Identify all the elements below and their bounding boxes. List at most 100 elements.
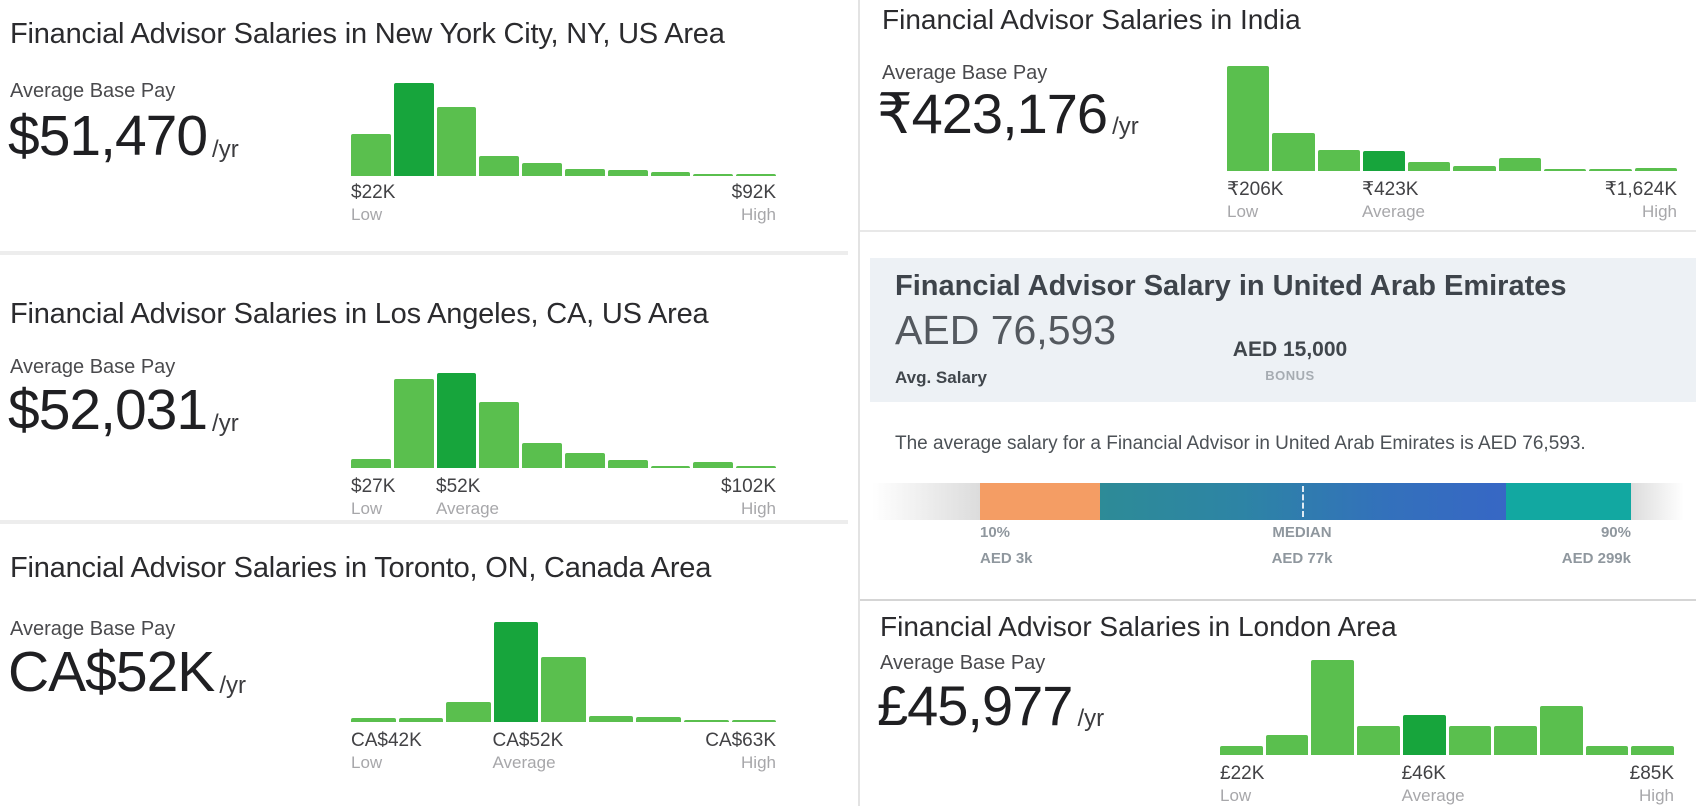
per-year-suffix: /yr [1077, 705, 1105, 732]
percentile-90-label: 90% [1600, 524, 1631, 541]
histogram-bar [1634, 168, 1677, 171]
histogram-bar [436, 107, 477, 176]
histogram-bar [1272, 133, 1315, 171]
average-base-pay-label: Average Base Pay [10, 80, 176, 102]
histogram-bar [731, 720, 777, 722]
histogram-bar [351, 718, 396, 722]
low-tick: $22K Low [351, 182, 396, 224]
histogram-bar [564, 452, 605, 468]
histogram-bar [650, 466, 691, 468]
per-year-suffix: /yr [219, 672, 246, 699]
histogram-bar [564, 168, 605, 176]
avg-salary-amount: AED 76,593 [895, 307, 1117, 353]
page-title: Financial Advisor Salaries in New York C… [10, 18, 725, 50]
average-base-pay-amount: $52,031 /yr [8, 382, 239, 439]
histogram-bar [650, 172, 691, 176]
histogram-bar [607, 460, 648, 468]
percentile-90-value: AED 299k [1561, 550, 1631, 567]
panel-divider [0, 251, 848, 255]
uae-salary-description: The average salary for a Financial Advis… [895, 433, 1586, 454]
histogram-bar [636, 717, 681, 722]
histogram-bar [1220, 745, 1263, 755]
histogram-bar [1408, 161, 1451, 171]
histogram-bar [446, 702, 491, 722]
panel-toronto-salaries: Financial Advisor Salaries in Toronto, O… [0, 524, 848, 806]
median-label: MEDIAN [1272, 524, 1332, 541]
histogram-axis: £22K Low £46K Average £85K High [1220, 763, 1674, 806]
histogram-bar [588, 716, 634, 722]
histogram-bar [1498, 158, 1542, 171]
bonus-block: AED 15,000 BONUS [1200, 338, 1380, 383]
average-base-pay-amount: CA$52K /yr [8, 644, 246, 701]
per-year-suffix: /yr [212, 410, 239, 437]
percentile-segment-75th-90th [1506, 483, 1631, 520]
histogram-bar [398, 718, 444, 722]
low-tick: £22K Low [1220, 763, 1265, 805]
histogram-axis: $27K Low $52K Average $102K High [351, 476, 776, 522]
histogram-bar [1265, 735, 1309, 755]
histogram-bar [479, 156, 520, 176]
page-title: Financial Advisor Salaries in London Are… [880, 611, 1397, 642]
histogram-bar [1631, 746, 1675, 755]
bonus-label: BONUS [1265, 368, 1315, 384]
high-tick: $92K High [731, 182, 776, 224]
page-title: Financial Advisor Salaries in India [882, 4, 1301, 35]
average-tick: $52K Average [436, 476, 500, 518]
histogram-bar [393, 378, 434, 468]
high-tick: $102K High [721, 476, 776, 518]
per-year-suffix: /yr [1112, 113, 1139, 140]
panel-divider [860, 599, 1696, 601]
histogram-bar [1448, 725, 1492, 755]
histogram-bar [1357, 725, 1400, 755]
average-base-pay-amount: $51,470 /yr [8, 108, 239, 165]
histogram-bar-highlighted [1362, 151, 1406, 171]
high-tick: £85K High [1629, 763, 1674, 805]
low-tick: $27K Low [351, 476, 396, 518]
percentile-10-value: AED 3k [980, 550, 1033, 567]
histogram-bar-highlighted [1402, 715, 1446, 755]
histogram-axis: CA$42K Low CA$52K Average CA$63K High [351, 730, 776, 776]
page-title: Financial Advisor Salary in United Arab … [895, 270, 1567, 302]
histogram-bar [1539, 705, 1583, 755]
uae-salary-card: Financial Advisor Salary in United Arab … [870, 258, 1696, 402]
histogram-axis: ₹206K Low ₹423K Average ₹1,624K High [1227, 179, 1677, 225]
median-marker-line [1302, 486, 1304, 517]
average-base-pay-label: Average Base Pay [10, 356, 176, 378]
percentile-10-label: 10% [980, 524, 1011, 541]
histogram-bar [736, 466, 776, 468]
salary-distribution-histogram [1227, 66, 1677, 171]
histogram-bar [479, 402, 520, 468]
histogram-bar [351, 134, 391, 176]
amount-value: $51,470 [8, 104, 208, 168]
average-base-pay-amount: ₹423,176 /yr [877, 86, 1139, 142]
salary-distribution-histogram [1220, 660, 1675, 755]
histogram-bar [683, 720, 729, 722]
histogram-bar [1227, 66, 1270, 171]
histogram-bar [1494, 725, 1537, 755]
page-title: Financial Advisor Salaries in Toronto, O… [10, 552, 712, 584]
histogram-bar-highlighted [493, 622, 539, 722]
amount-value: $52,031 [8, 378, 208, 442]
amount-value: £45,977 [877, 674, 1073, 737]
histogram-bar-highlighted [436, 373, 477, 468]
panel-los-angeles-salaries: Financial Advisor Salaries in Los Angele… [0, 255, 848, 520]
right-column: Financial Advisor Salaries in India Aver… [858, 0, 1696, 806]
average-tick: £46K Average [1401, 763, 1465, 805]
low-tick: CA$42K Low [351, 730, 422, 772]
histogram-bar [1317, 150, 1360, 171]
histogram-bar [522, 162, 562, 176]
average-base-pay-label: Average Base Pay [880, 652, 1046, 674]
average-tick: ₹423K Average [1362, 179, 1426, 221]
low-tick: ₹206K Low [1227, 179, 1284, 221]
histogram-bar [1544, 169, 1587, 171]
average-tick: CA$52K Average [492, 730, 564, 772]
panel-new-york-salaries: Financial Advisor Salaries in New York C… [0, 0, 848, 251]
salary-distribution-histogram [351, 83, 776, 176]
histogram-bar [522, 443, 562, 468]
per-year-suffix: /yr [212, 136, 239, 163]
percentile-segment-10th-25th [980, 483, 1100, 520]
salary-distribution-histogram [351, 622, 777, 722]
histogram-bar [1311, 660, 1355, 755]
histogram-bar [607, 170, 648, 176]
